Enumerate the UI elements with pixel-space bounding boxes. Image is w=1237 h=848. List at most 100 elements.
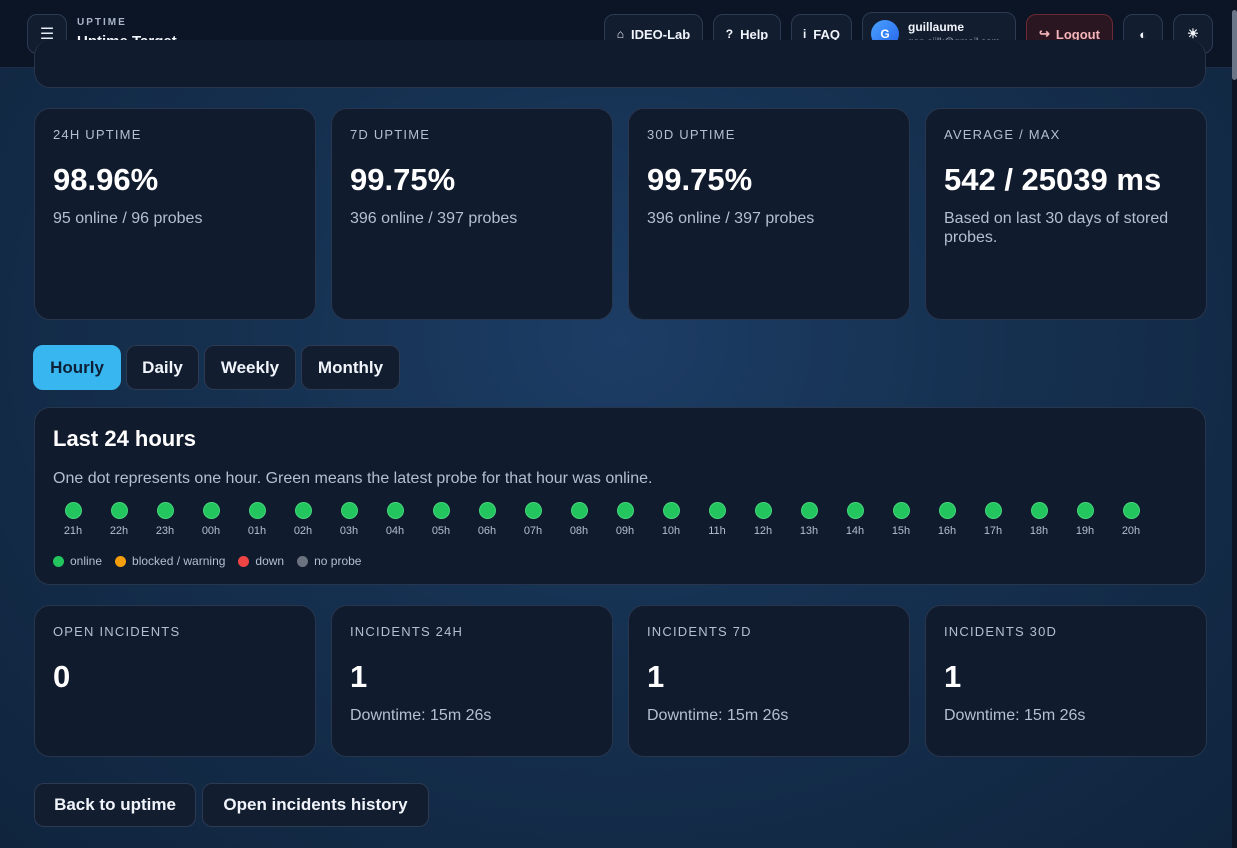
tab-daily[interactable]: Daily [126, 345, 199, 390]
hour-status-20[interactable]: 17h [973, 502, 1013, 537]
incident-value: 1 [647, 659, 665, 694]
back-to-uptime-button[interactable]: Back to uptime [34, 783, 196, 827]
tab-hourly[interactable]: Hourly [33, 345, 121, 390]
open-incidents-history-button[interactable]: Open incidents history [202, 783, 429, 827]
legend-label: blocked / warning [132, 554, 226, 568]
hour-status-8[interactable]: 05h [421, 502, 461, 537]
contrast-icon: ◐ [1139, 26, 1147, 42]
status-dot [1030, 502, 1048, 519]
tab-weekly[interactable]: Weekly [204, 345, 296, 390]
hour-status-10[interactable]: 07h [513, 502, 553, 537]
hour-status-13[interactable]: 10h [651, 502, 691, 537]
scrollbar-thumb[interactable] [1232, 10, 1237, 80]
incident-downtime: Downtime: 15m 26s [350, 707, 492, 724]
hour-label: 01h [247, 525, 267, 537]
hour-status-6[interactable]: 03h [329, 502, 369, 537]
legend-dot [297, 555, 309, 567]
hour-status-22[interactable]: 19h [1065, 502, 1105, 537]
incident-card-30d: INCIDENTS 30D 1 Downtime: 15m 26s [925, 605, 1207, 757]
incident-label: INCIDENTS 30D [944, 624, 1058, 639]
hour-label: 04h [385, 525, 405, 537]
status-dot [340, 502, 358, 519]
summary-card-partial [34, 40, 1206, 88]
hour-label: 09h [615, 525, 635, 537]
hour-label: 20h [1121, 525, 1141, 537]
stat-label: AVERAGE / MAX [944, 127, 1061, 142]
hour-status-12[interactable]: 09h [605, 502, 645, 537]
status-dot [1122, 502, 1140, 519]
hour-label: 05h [431, 525, 451, 537]
hour-status-19[interactable]: 16h [927, 502, 967, 537]
hour-label: 23h [155, 525, 175, 537]
stat-card-24h-uptime: 24H UPTIME 98.96% 95 online / 96 probes [34, 108, 316, 320]
scrollbar[interactable] [1232, 0, 1237, 848]
home-icon: ⌂ [616, 27, 624, 41]
hour-status-3[interactable]: 00h [191, 502, 231, 537]
hour-status-23[interactable]: 20h [1111, 502, 1151, 537]
incident-value: 1 [350, 659, 368, 694]
status-dot [616, 502, 634, 519]
legend-item: down [238, 554, 284, 568]
stat-value: 98.96% [53, 162, 159, 197]
hour-label: 22h [109, 525, 129, 537]
hour-label: 19h [1075, 525, 1095, 537]
stat-label: 7D UPTIME [350, 127, 431, 142]
hamburger-icon: ☰ [39, 26, 55, 43]
status-dot [846, 502, 864, 519]
status-dot [386, 502, 404, 519]
incident-label: OPEN INCIDENTS [53, 624, 181, 639]
hour-label: 17h [983, 525, 1003, 537]
hour-label: 07h [523, 525, 543, 537]
legend-item: blocked / warning [115, 554, 225, 568]
status-dot [800, 502, 818, 519]
hourly-dots: 21h 22h 23h 00h 01h 02h 03h 04h 05h 06h 07h 08h 09h 1… [53, 502, 1193, 542]
tab-monthly[interactable]: Monthly [301, 345, 400, 390]
hour-status-1[interactable]: 22h [99, 502, 139, 537]
hour-status-16[interactable]: 13h [789, 502, 829, 537]
stat-value: 99.75% [350, 162, 456, 197]
hour-status-11[interactable]: 08h [559, 502, 599, 537]
stat-subtext: 95 online / 96 probes [53, 210, 203, 227]
hour-label: 10h [661, 525, 681, 537]
status-dot [64, 502, 82, 519]
hour-status-2[interactable]: 23h [145, 502, 185, 537]
logout-label: Logout [1055, 26, 1100, 42]
hourly-status-panel: Last 24 hours One dot represents one hou… [34, 407, 1206, 585]
status-dot [110, 502, 128, 519]
status-dot [754, 502, 772, 519]
hour-label: 12h [753, 525, 773, 537]
stat-value: 542 / 25039 ms [944, 162, 1162, 197]
legend-label: online [70, 554, 103, 568]
hour-label: 00h [201, 525, 221, 537]
hour-status-17[interactable]: 14h [835, 502, 875, 537]
status-legend: online blocked / warning down no probe [53, 554, 374, 568]
stat-label: 30D UPTIME [647, 127, 736, 142]
hour-status-0[interactable]: 21h [53, 502, 93, 537]
incident-downtime: Downtime: 15m 26s [944, 707, 1086, 724]
status-dot [156, 502, 174, 519]
hour-status-4[interactable]: 01h [237, 502, 277, 537]
incident-card-24h: INCIDENTS 24H 1 Downtime: 15m 26s [331, 605, 613, 757]
hour-status-5[interactable]: 02h [283, 502, 323, 537]
stat-label: 24H UPTIME [53, 127, 142, 142]
status-dot [1076, 502, 1094, 519]
brand-kicker: UPTIME [77, 17, 127, 28]
hour-status-15[interactable]: 12h [743, 502, 783, 537]
hour-status-18[interactable]: 15h [881, 502, 921, 537]
logout-icon: ↪ [1039, 26, 1050, 41]
incident-value: 1 [944, 659, 962, 694]
hour-label: 02h [293, 525, 313, 537]
faq-label: FAQ [813, 26, 841, 42]
hour-label: 11h [708, 525, 726, 537]
hour-status-7[interactable]: 04h [375, 502, 415, 537]
stat-card-response-time: AVERAGE / MAX 542 / 25039 ms Based on la… [925, 108, 1207, 320]
hour-status-21[interactable]: 18h [1019, 502, 1059, 537]
hour-status-9[interactable]: 06h [467, 502, 507, 537]
status-dot [892, 502, 910, 519]
hourly-description: One dot represents one hour. Green means… [53, 470, 653, 487]
stat-subtext: 396 online / 397 probes [350, 210, 518, 227]
sun-icon: ☀ [1187, 26, 1199, 41]
hour-status-14[interactable]: 11h [697, 502, 737, 537]
legend-label: no probe [314, 554, 362, 568]
legend-dot [115, 555, 127, 567]
